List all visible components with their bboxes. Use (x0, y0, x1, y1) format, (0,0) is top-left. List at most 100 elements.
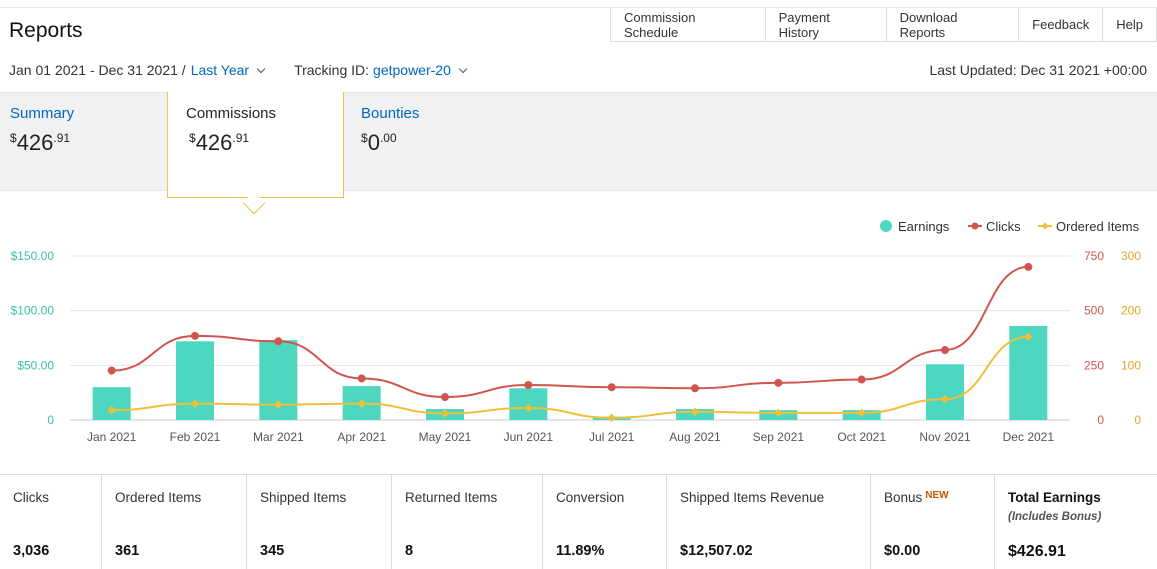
ordered-items-point (107, 405, 116, 415)
x-tick-label: Nov 2021 (919, 430, 971, 444)
stat-value: $12,507.02 (680, 543, 753, 559)
stat-label: Bonus NEW (884, 490, 949, 505)
x-tick-label: Dec 2021 (1003, 430, 1055, 444)
stat-total-earnings: Total Earnings (Includes Bonus) $426.91 (995, 475, 1157, 569)
x-tick-label: Aug 2021 (669, 430, 721, 444)
stats-bar: Clicks 3,036 Ordered Items 361 Shipped I… (0, 474, 1157, 569)
clicks-point (274, 337, 283, 346)
legend-label: Earnings (898, 219, 950, 234)
stat-label: Total Earnings (1008, 490, 1101, 505)
stat-value: 8 (405, 543, 414, 559)
stat-label: Shipped Items Revenue (680, 490, 825, 505)
summary-card[interactable]: Summary $426.91 (0, 93, 167, 191)
tracking-label: Tracking ID: (294, 62, 370, 78)
x-tick-label: Mar 2021 (253, 430, 304, 444)
clicks-point (857, 375, 866, 384)
page-title: Reports (9, 19, 83, 42)
chevron-down-icon[interactable] (256, 64, 266, 73)
stat-sublabel: (Includes Bonus) (1008, 511, 1102, 523)
x-tick-label: Oct 2021 (837, 430, 886, 444)
stat-label: Ordered Items (115, 490, 202, 505)
stat-shipped-revenue: Shipped Items Revenue $12,507.02 (667, 475, 871, 569)
clicks-point (774, 378, 783, 387)
stat-ordered-items: Ordered Items 361 (102, 475, 247, 569)
earnings-bar (176, 341, 214, 420)
stat-shipped-items: Shipped Items 345 (247, 475, 392, 569)
tab-help[interactable]: Help (1103, 8, 1157, 41)
tab-commission-schedule[interactable]: Commission Schedule (611, 8, 766, 41)
legend-label: Clicks (986, 219, 1021, 234)
y-right-ordered-tick-label: 300 (1121, 249, 1141, 263)
earnings-bar (926, 364, 964, 420)
stat-label: Shipped Items (260, 490, 347, 505)
stat-value: $0.00 (884, 543, 921, 559)
commissions-card-label: Commissions (186, 105, 277, 122)
y-right-clicks-tick-label: 750 (1084, 249, 1104, 263)
stat-bonus: Bonus NEW $0.00 (871, 475, 995, 569)
top-border (0, 0, 1157, 8)
chevron-down-icon[interactable] (458, 64, 468, 73)
x-tick-label: Jun 2021 (504, 430, 554, 444)
bounties-amount: $0.00 (361, 130, 397, 155)
last-updated: Last Updated: Dec 31 2021 +00:00 (929, 62, 1147, 78)
clicks-point (1024, 262, 1033, 271)
ordered-items-point (357, 399, 366, 408)
clicks-point (357, 374, 366, 383)
stat-label: Returned Items (405, 490, 498, 505)
legend-earnings-swatch (880, 220, 892, 232)
ordered-items-line (111, 335, 1029, 419)
summary-card-label[interactable]: Summary (10, 105, 75, 122)
ordered-items-point (190, 399, 200, 408)
clicks-point (191, 331, 199, 340)
stat-value: 361 (115, 543, 140, 559)
x-tick-label: May 2021 (419, 430, 472, 444)
period-dropdown[interactable]: Last Year (190, 62, 250, 78)
y-right-clicks-tick-label: 500 (1084, 304, 1104, 318)
commissions-amount: $426.91 (189, 130, 250, 155)
y-left-tick-label: $50.00 (17, 358, 54, 372)
x-tick-label: Feb 2021 (170, 430, 221, 444)
stat-label: Clicks (13, 490, 49, 505)
tab-download-reports[interactable]: Download Reports (886, 8, 1020, 41)
tab-payment-history[interactable]: Payment History (765, 8, 887, 41)
bounties-card-label[interactable]: Bounties (361, 105, 420, 122)
date-range: Jan 01 2021 - Dec 31 2021 / (9, 62, 186, 78)
stat-value: 345 (260, 543, 285, 559)
commissions-card[interactable]: Commissions $426.91 (167, 92, 344, 198)
stat-conversion: Conversion 11.89% (543, 475, 667, 569)
y-right-clicks-tick-label: 0 (1097, 413, 1104, 427)
x-tick-label: Jul 2021 (589, 430, 635, 444)
stat-value: $426.91 (1008, 543, 1066, 560)
clicks-point (441, 393, 449, 402)
stat-clicks: Clicks 3,036 (0, 475, 102, 569)
ordered-items-point (274, 400, 283, 409)
tab-feedback[interactable]: Feedback (1019, 8, 1104, 41)
clicks-point (607, 383, 616, 392)
x-tick-label: Sep 2021 (753, 430, 805, 444)
x-tick-label: Apr 2021 (337, 430, 386, 444)
y-right-ordered-tick-label: 0 (1134, 413, 1141, 427)
earnings-bar (1009, 325, 1048, 420)
ordered-items-point (607, 413, 616, 423)
ordered-items-point (440, 409, 450, 418)
clicks-point (107, 366, 116, 375)
tracking-id-dropdown[interactable]: getpower-20 (373, 62, 451, 78)
ordered-items-point (524, 403, 533, 413)
clicks-point (941, 346, 949, 355)
report-tabs: Commission Schedule Payment History Down… (610, 8, 1157, 42)
clicks-point (524, 381, 533, 390)
legend-clicks-swatch (971, 222, 979, 230)
legend-ordered-swatch (1041, 222, 1049, 230)
clicks-point (691, 384, 699, 393)
y-right-ordered-tick-label: 100 (1121, 358, 1141, 372)
legend-label: Ordered Items (1056, 219, 1140, 234)
bounties-card[interactable]: Bounties $0.00 (344, 93, 544, 191)
earnings-bar (92, 387, 131, 420)
y-right-clicks-tick-label: 250 (1084, 358, 1104, 372)
stat-label: Conversion (556, 490, 625, 505)
y-left-tick-label: $100.00 (11, 304, 55, 318)
clicks-line (111, 265, 1029, 399)
stat-value: 11.89% (556, 543, 605, 559)
summary-band: Summary $426.91 Commissions $426.91 Boun… (0, 92, 1157, 198)
y-left-tick-label: $150.00 (11, 249, 55, 263)
